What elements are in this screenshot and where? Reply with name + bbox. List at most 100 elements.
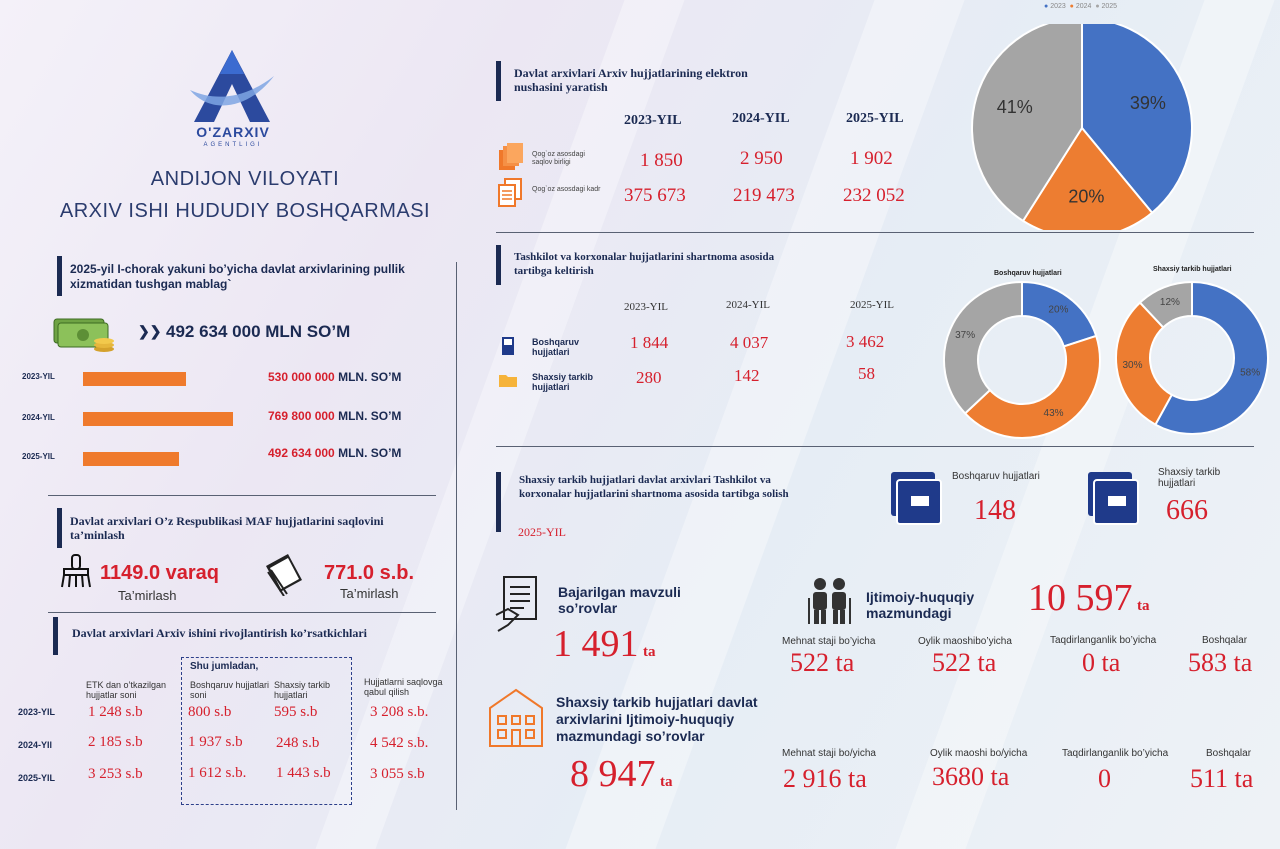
year-header: 2024-YIL [732,111,790,126]
thematic-count: 1 491 ta [553,622,655,666]
year-header: 2024-YIL [726,299,770,311]
contract-b-value: 666 [1166,495,1208,526]
legend-item: 2025 [1101,3,1118,10]
electronic-value: 1 902 [850,148,893,169]
section-accent [496,61,501,101]
divider [48,612,436,613]
header-region: ANDIJON VILOYATI [150,168,340,190]
dev-year: 2025-YIL [18,773,56,783]
electronic-value: 219 473 [733,185,795,206]
restore-pages-label: Ta’mirlash [118,588,177,603]
dev-cell: 4 542 s.b. [370,735,429,751]
divider [496,232,1254,233]
section-accent [496,472,501,532]
pie-data-label: 12% [1160,297,1180,308]
org-value: 280 [636,368,662,387]
dev-cell: 3 055 s.b [370,766,425,782]
dev-col-header: Boshqaruv hujjatlari soni [190,680,270,700]
dev-year: 2023-YIL [18,707,56,717]
chevron-right-icon: ❯❯ [138,323,162,339]
electronic-value: 2 950 [740,148,783,169]
social-title: Ijtimoiy-huquqiy mazmundagi [866,589,975,621]
paid-unit: MLN. SO’M [338,409,402,423]
restore-units-label: Ta’mirlash [340,586,399,601]
thematic-unit: ta [642,644,656,660]
pie-slice [963,334,1101,439]
folder-icon [498,372,518,388]
electronic-title: Davlat arxivlari Arxiv hujjatlarining el… [514,66,748,94]
pie-slice [971,24,1083,223]
logo [186,46,278,126]
contract-a-label: Boshqaruv hujjatlari [952,471,1040,482]
pie-legend: ● 2023 ● 2024 ● 2025 [1044,3,1118,10]
thematic-value: 1 491 [553,623,639,665]
brush-icon [58,553,94,589]
paid-unit: MLN. SO’M [338,370,402,384]
pie-data-label: 30% [1122,360,1142,371]
paid-row-value: 769 800 000 MLN. SO’M [268,409,401,423]
social-item-value: 522 ta [790,648,855,677]
restore-units-value: 771.0 s.b. [324,562,415,584]
donut-chart: 20% 43% 37% [943,280,1101,439]
pie-slice [1138,280,1193,329]
personnel-count: 8 947 ta [570,752,672,796]
pie-data-label: 20% [1068,187,1104,207]
legend-item: 2024 [1075,3,1092,10]
org-title: Tashkilot va korxonalar hujjatlarini sha… [514,251,775,277]
divider [48,495,436,496]
paid-bar [83,412,233,426]
documents-icon [497,178,523,208]
pie-slice [1115,301,1174,426]
electronic-row-label: Qog`oz asosdagi kadr [532,186,601,193]
paid-unit: MLN. SO’M [338,446,402,460]
social-count: 10 597 ta [1028,576,1149,620]
header-department: ARXIV ISHI HUDUDIY BOSHQARMASI [59,200,431,222]
electronic-value: 375 673 [624,185,686,206]
building-icon [486,686,546,748]
column-divider [456,262,457,810]
dev-cell: 1 443 s.b [276,765,331,781]
personnel-title: Shaxsiy tarkib hujjatlari davlat arxivla… [556,694,758,744]
archive-box-icon [1086,470,1140,526]
section-accent [53,617,58,655]
in-particular-box [181,657,352,805]
dev-cell: 2 185 s.b [88,734,143,750]
divider [496,446,1254,447]
contract-a-value: 148 [974,495,1016,526]
paid-year-label: 2025-YIL [22,452,55,461]
dev-col-header: Shaxsiy tarkib hujjatlari [274,680,331,700]
section-accent [496,245,501,285]
thematic-title: Bajarilgan mavzuli so’rovlar [558,584,681,616]
paid-row-value: 492 634 000 MLN. SO’M [268,446,401,460]
logo-subtitle: AGENTLIGI [203,142,263,148]
org-value: 1 844 [630,333,669,352]
dev-cell: 800 s.b [188,704,232,720]
contract-title: Shaxsiy tarkib hujjatlari davlat arxivla… [519,474,789,500]
org-value: 142 [734,366,760,385]
social-item-value: 583 ta [1188,648,1253,677]
pie-chart: 39% 20% 41% [971,24,1193,230]
dev-title: Davlat arxivlari Arxiv ishini rivojlanti… [72,626,367,640]
org-value: 4 037 [730,333,769,352]
paid-amount: 530 000 000 [268,370,335,384]
dev-cell: 3 208 s.b. [370,704,429,720]
dev-cell: 248 s.b [276,735,320,751]
dev-cell: 1 937 s.b [188,734,243,750]
dev-cell: 1 248 s.b [88,704,143,720]
paid-year-label: 2023-YIL [22,372,55,381]
paid-amount: 769 800 000 [268,409,335,423]
pie-slice [1081,24,1193,215]
pie-slice [943,280,1023,415]
books-icon [497,142,525,172]
dev-year: 2024-YIl [18,740,53,750]
social-item-value: 522 ta [932,648,997,677]
pie-data-label: 58% [1240,368,1260,379]
personnel-item-value: 511 ta [1190,764,1254,793]
org-row-label: Boshqaruv hujjatlari [532,337,580,357]
dev-cell: 1 612 s.b. [188,765,247,781]
year-header: 2023-YIL [624,113,682,128]
pie-data-label: 37% [955,330,975,341]
personnel-item-value: 3680 ta [932,762,1010,791]
paid-services-title: 2025-yil I-chorak yakuni bo’yicha davlat… [70,262,405,291]
paid-total: 492 634 000 MLN SO’M [166,322,351,341]
